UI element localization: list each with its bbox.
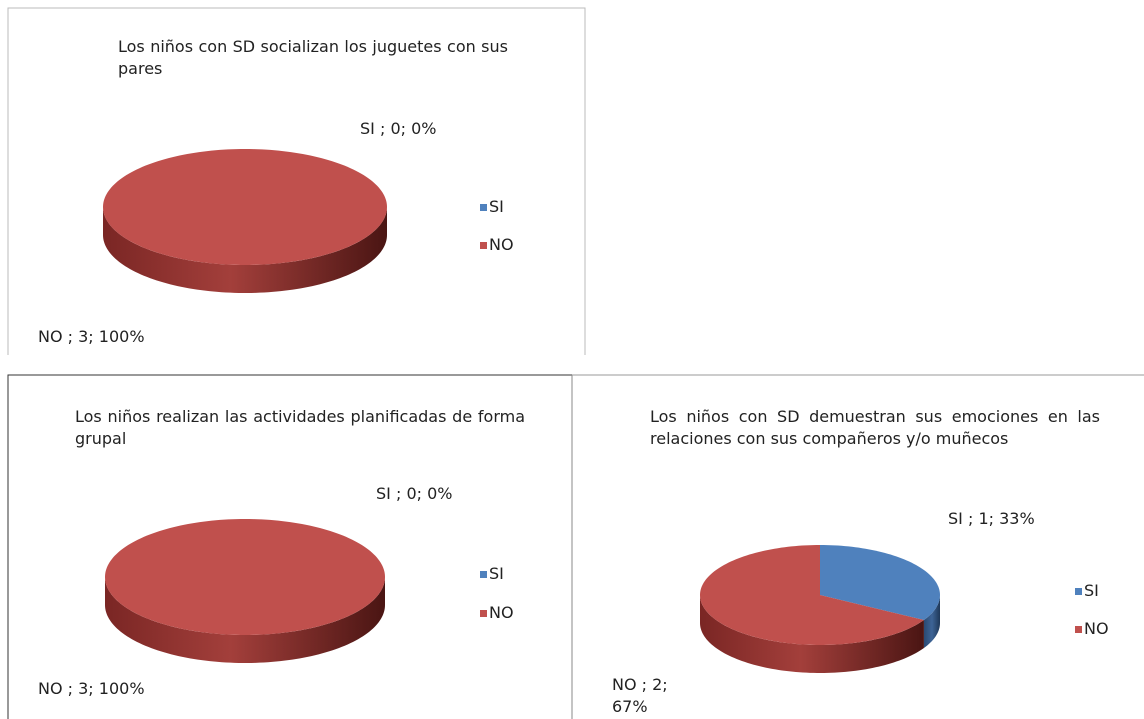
legend-swatch (480, 242, 487, 249)
data-label: SI ; 0; 0% (376, 484, 453, 503)
legend-swatch (480, 204, 487, 211)
legend-label: SI (1084, 581, 1099, 600)
pie-side (105, 577, 385, 663)
pie-side (700, 595, 924, 673)
data-label: SI ; 1; 33% (948, 509, 1035, 528)
legend-label: NO (1084, 619, 1109, 638)
legend-swatch (480, 610, 487, 617)
legend-label: NO (489, 235, 514, 254)
chart-title: Los niños realizan las actividades plani… (75, 407, 525, 448)
legend-label: SI (489, 197, 504, 216)
legend-swatch (480, 571, 487, 578)
legend-swatch (1075, 588, 1082, 595)
data-label: NO ; 3; 100% (38, 679, 145, 698)
legend-label: NO (489, 603, 514, 622)
chart-title: Los niños con SD demuestran sus emocione… (650, 407, 1100, 448)
pie-slice (700, 545, 924, 645)
pie-side (103, 207, 387, 293)
data-label: NO ; 2; 67% (612, 675, 668, 716)
legend-label: SI (489, 564, 504, 583)
legend-swatch (1075, 626, 1082, 633)
frame (7, 7, 1144, 719)
data-label: NO ; 3; 100% (38, 327, 145, 346)
data-label: SI ; 0; 0% (360, 119, 437, 138)
chart-title: Los niños con SD socializan los juguetes… (118, 37, 508, 78)
pie-slice (103, 149, 387, 265)
pie-slice (105, 519, 385, 635)
pie-side (923, 595, 940, 648)
pie-slice (820, 545, 940, 620)
